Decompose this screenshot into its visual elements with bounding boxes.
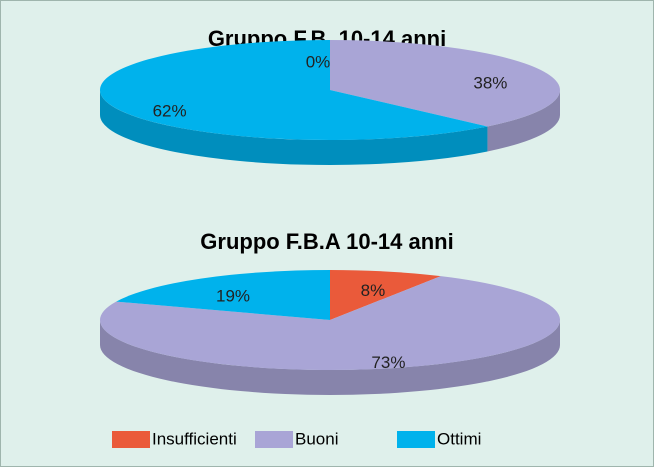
data-label: 62%: [153, 101, 187, 120]
slice: [100, 276, 560, 370]
legend-label: Buoni: [295, 429, 338, 448]
data-label: 19%: [216, 286, 250, 305]
data-label: 73%: [371, 353, 405, 372]
legend-swatch: [112, 431, 150, 448]
legend-swatch: [397, 431, 435, 448]
data-label: 38%: [473, 74, 507, 93]
legend-label: Insufficienti: [152, 429, 237, 448]
slice-side: [99, 90, 488, 165]
slice: [330, 270, 441, 320]
legend-swatch: [255, 431, 293, 448]
chart-title: Gruppo F.B.A 10-14 anni: [200, 229, 453, 254]
slice-side: [487, 90, 560, 152]
data-label: 8%: [361, 281, 386, 300]
data-label: 0%: [306, 52, 331, 71]
slice-side: [100, 320, 560, 395]
slice: [99, 40, 488, 140]
legend-label: Ottimi: [437, 429, 481, 448]
slice: [330, 40, 560, 127]
slice: [116, 270, 331, 320]
